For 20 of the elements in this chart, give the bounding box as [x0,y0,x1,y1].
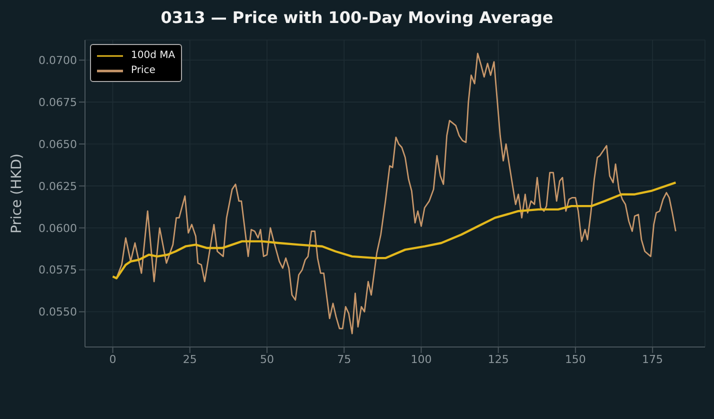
line-series [112,181,677,280]
y-tick-label: 0.0650 [38,138,77,151]
y-tick-label: 0.0700 [38,54,77,68]
chart-title: 0313 — Price with 100-Day Moving Average [160,8,554,27]
y-axis-title: Price (HKD) [8,153,25,234]
y-tick-label: 0.0575 [38,264,77,277]
x-tick-label: 25 [182,352,197,366]
x-tick-label: 75 [337,352,352,366]
y-tick-label: 0.0675 [38,96,77,109]
y-tick-label: 0.0550 [38,306,77,319]
y-tick-label: 0.0625 [38,180,77,193]
x-tick-label: 50 [260,352,274,366]
x-tick-label: 125 [488,352,509,366]
x-tick-label: 100 [410,352,432,366]
x-tick-label: 150 [564,352,586,366]
legend-label: 100d MA [131,49,176,63]
x-tick-label: 0 [109,352,116,366]
legend-label: Price [131,64,156,78]
y-tick-label: 0.0600 [38,222,77,235]
x-tick-label: 175 [642,352,664,366]
